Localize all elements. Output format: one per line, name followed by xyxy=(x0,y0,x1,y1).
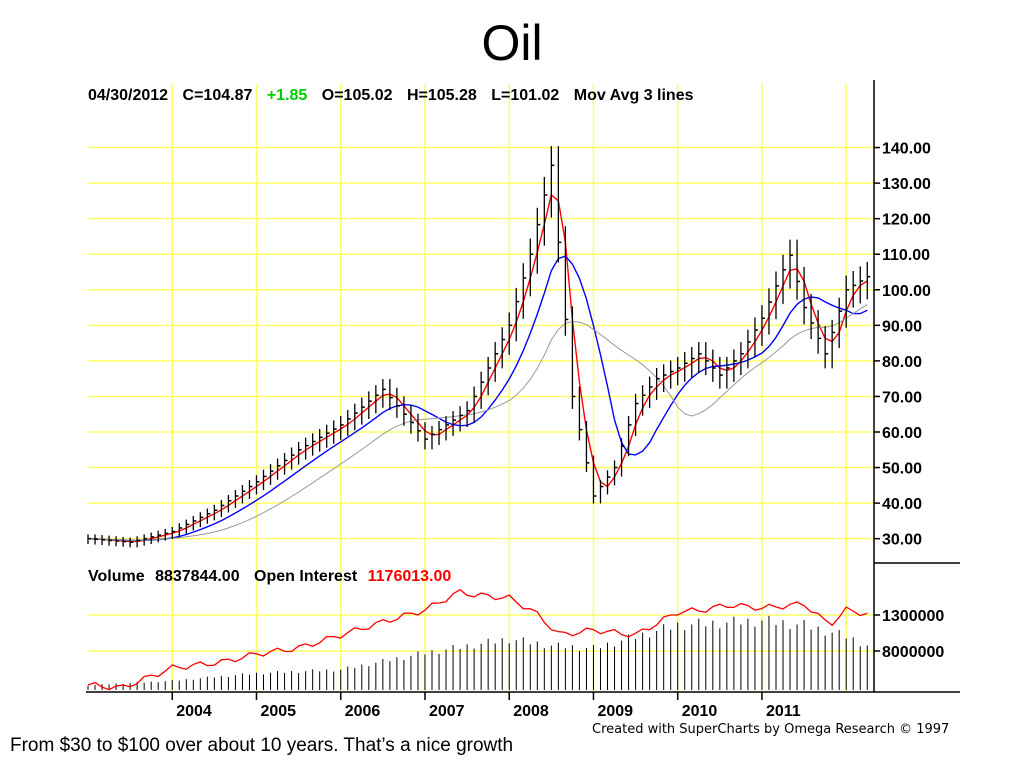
header-open: O=105.02 xyxy=(322,87,393,104)
x-tick-label: 2006 xyxy=(345,703,381,720)
price-tick-label: 100.00 xyxy=(882,283,931,300)
slide-title: Oil xyxy=(481,15,543,71)
lower-tick-label: 1300000 xyxy=(882,608,944,625)
price-tick-label: 130.00 xyxy=(882,176,931,193)
x-tick-label: 2005 xyxy=(260,703,296,720)
svg-text:Volume 8837844.00 Open: Volume 8837844.00 Open Interest 1176013.… xyxy=(88,568,451,585)
volume-value: 8837844.00 xyxy=(155,568,240,585)
header-change: +1.85 xyxy=(267,87,308,104)
moving-averages xyxy=(87,193,868,543)
price-tick-label: 140.00 xyxy=(882,141,931,158)
axis-ticks: 140.00 130.00 120.00 110.00 100.00 90.00 80.00… xyxy=(171,141,944,720)
header-close: C=104.87 xyxy=(183,87,253,104)
volume-label: Volume xyxy=(88,568,145,585)
grid-lines xyxy=(88,84,874,692)
header-study: Mov Avg 3 lines xyxy=(574,87,694,104)
svg-text:04/30/2012 C=104.87 +1: 04/30/2012 C=104.87 +1.85 O=105.02 H=105… xyxy=(88,87,694,104)
open-interest-series xyxy=(87,588,868,691)
chart-frame xyxy=(86,80,960,693)
header-high: H=105.28 xyxy=(407,87,477,104)
x-tick-label: 2007 xyxy=(429,703,465,720)
moving-average-line xyxy=(87,193,868,543)
x-tick-label: 2010 xyxy=(682,703,718,720)
moving-average-line xyxy=(87,255,868,542)
volume-bars xyxy=(87,615,868,690)
x-tick-label: 2008 xyxy=(513,703,549,720)
moving-average-line xyxy=(87,304,868,541)
price-tick-label: 30.00 xyxy=(882,532,922,549)
header-date: 04/30/2012 xyxy=(88,87,168,104)
open-interest-line xyxy=(87,588,868,691)
chart-credit: Created with SuperCharts by Omega Resear… xyxy=(592,722,950,737)
price-tick-label: 90.00 xyxy=(882,318,922,335)
x-tick-label: 2009 xyxy=(597,703,633,720)
x-tick-label: 2004 xyxy=(176,703,212,720)
lower-tick-label: 8000000 xyxy=(882,644,944,661)
slide-caption: From $30 to $100 over about 10 years. Th… xyxy=(10,735,514,756)
open-interest-label: Open Interest xyxy=(254,568,358,585)
x-tick-label: 2011 xyxy=(766,703,801,720)
price-tick-label: 60.00 xyxy=(882,425,922,442)
open-interest-value: 1176013.00 xyxy=(368,568,452,585)
header-low: L=101.02 xyxy=(491,87,559,104)
price-tick-label: 120.00 xyxy=(882,212,931,229)
price-tick-label: 80.00 xyxy=(882,354,922,371)
price-tick-label: 50.00 xyxy=(882,461,922,478)
price-tick-label: 110.00 xyxy=(882,247,930,264)
price-bars xyxy=(87,146,871,548)
price-tick-label: 40.00 xyxy=(882,496,922,513)
price-tick-label: 70.00 xyxy=(882,389,922,406)
